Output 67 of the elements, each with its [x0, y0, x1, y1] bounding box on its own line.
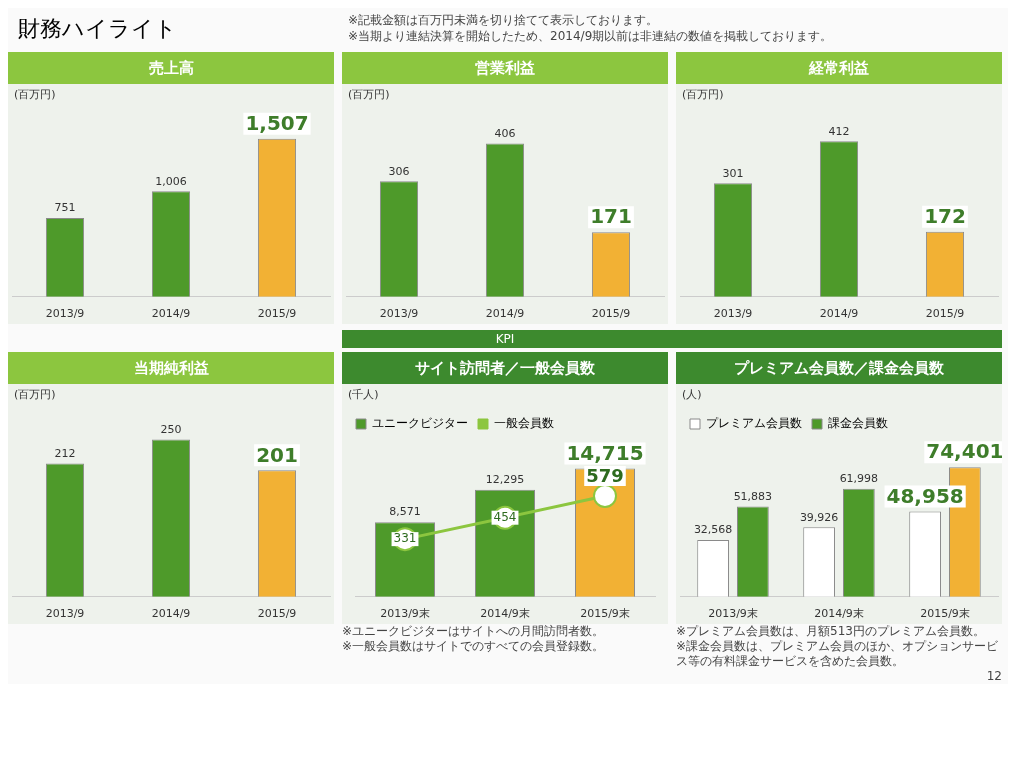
chart-title: 経常利益	[676, 52, 1002, 84]
text: 財務ハイライト	[17, 15, 178, 43]
x-tick-label: 2014/9末	[480, 607, 530, 621]
data-label: 14,715	[566, 440, 644, 465]
y-axis-title: (千人)	[347, 387, 380, 402]
y-axis-title: (百万円)	[13, 87, 57, 102]
data-label: 1,507	[245, 110, 309, 135]
data-label: 32,568	[693, 523, 733, 537]
data-label: 406	[494, 126, 516, 140]
data-label: 8,571	[389, 505, 421, 519]
x-tick-label: 2015/9	[257, 307, 297, 321]
y-axis-title: (百万円)	[13, 387, 57, 402]
legend-label: ユニークビジター	[372, 416, 468, 431]
data-label: 306	[388, 164, 410, 178]
text: ※当期より連結決算を開始したため、2014/9期以前は非連結の数値を掲載しております。	[348, 28, 833, 44]
data-label: 250	[160, 422, 182, 436]
data-label: 454	[493, 509, 517, 524]
y-axis-title: (百万円)	[347, 87, 391, 102]
x-tick-label: 2015/9末	[580, 607, 630, 621]
data-label: 51,883	[733, 489, 773, 503]
data-label: 579	[586, 464, 624, 486]
x-tick-label: 2014/9	[485, 307, 525, 321]
text: ※課金会員数は、プレミアム会員のほか、オプションサービス等の有料課金サービスを含めた会員数。	[676, 639, 1000, 669]
chart-title: 営業利益	[342, 52, 668, 84]
x-tick-label: 2013/9	[45, 607, 85, 621]
x-tick-label: 2015/9	[257, 607, 297, 621]
chart-subtitle: KPI	[342, 330, 668, 348]
text: ※記載金額は百万円未満を切り捨てて表示しております。	[348, 12, 660, 28]
x-tick-label: 2015/9末	[920, 607, 970, 621]
data-label: 39,926	[799, 510, 839, 524]
chart-title: 売上高	[8, 52, 334, 84]
data-label: 171	[590, 204, 632, 229]
x-tick-label: 2015/9	[925, 307, 965, 321]
x-tick-label: 2014/9	[819, 307, 859, 321]
x-tick-label: 2014/9	[151, 307, 191, 321]
x-tick-label: 2015/9	[591, 307, 631, 321]
data-label: 12,295	[485, 473, 525, 487]
text: ※一般会員数はサイトでのすべての会員登録数。	[342, 639, 606, 654]
data-label: 48,958	[886, 483, 964, 508]
x-tick-label: 2014/9	[151, 607, 191, 621]
x-tick-label: 2014/9末	[814, 607, 864, 621]
data-label: 1,006	[155, 174, 187, 188]
x-tick-label: 2013/9末	[380, 607, 430, 621]
text: ※プレミアム会員数は、月額513円のプレミアム会員数。	[676, 624, 986, 639]
x-tick-label: 2013/9末	[708, 607, 758, 621]
data-label: 61,998	[839, 472, 879, 486]
y-axis-title: (人)	[681, 387, 703, 402]
data-label: 74,401	[926, 439, 1004, 464]
data-label: 412	[828, 124, 850, 138]
data-label: 172	[924, 204, 966, 229]
legend-label: 一般会員数	[494, 416, 554, 431]
data-label: 201	[256, 442, 298, 467]
data-label: 751	[54, 201, 76, 215]
x-tick-label: 2013/9	[45, 307, 85, 321]
y-axis-title: (百万円)	[681, 87, 725, 102]
x-tick-label: 2013/9	[713, 307, 753, 321]
x-tick-label: 2013/9	[379, 307, 419, 321]
chart-title: プレミアム会員数／課金会員数	[676, 352, 1002, 384]
chart-title: サイト訪問者／一般会員数	[342, 352, 668, 384]
text: 12	[985, 669, 1002, 684]
data-label: 212	[54, 446, 76, 460]
data-label: 331	[393, 531, 417, 546]
legend-label: プレミアム会員数	[706, 416, 802, 431]
text: ※ユニークビジターはサイトへの月間訪問者数。	[342, 624, 606, 639]
legend-label: 課金会員数	[828, 416, 888, 431]
data-label: 301	[722, 166, 744, 180]
chart-title: 当期純利益	[8, 352, 334, 384]
